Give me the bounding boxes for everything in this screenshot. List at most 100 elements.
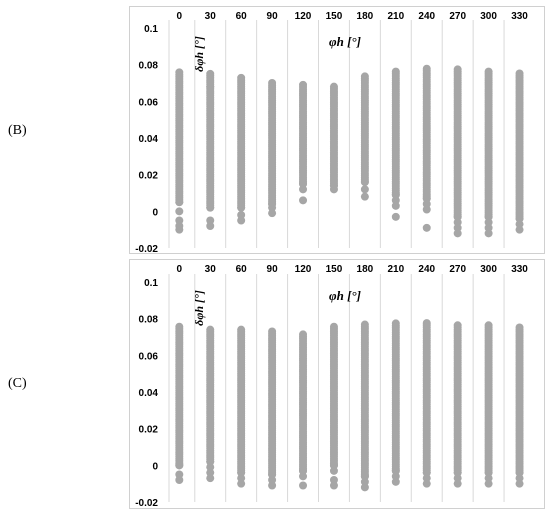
data-point — [299, 472, 308, 481]
data-point — [329, 181, 338, 190]
x-axis-label: φh [°] — [329, 34, 361, 49]
data-point — [515, 225, 524, 234]
data-point — [268, 327, 277, 336]
data-point — [268, 481, 277, 490]
data-point — [329, 476, 338, 484]
data-column — [299, 80, 308, 205]
data-point — [237, 325, 246, 334]
data-point — [515, 479, 524, 488]
data-column — [268, 79, 277, 218]
data-point — [329, 82, 338, 91]
x-axis-label: φh [°] — [329, 288, 361, 303]
data-point — [360, 72, 369, 81]
y-tick-label: 0.06 — [139, 97, 159, 108]
data-point — [422, 200, 431, 208]
data-point — [206, 474, 215, 483]
data-point — [484, 468, 493, 477]
data-point — [391, 212, 400, 221]
x-tick-label: 30 — [205, 11, 217, 22]
data-column — [299, 330, 308, 490]
data-point — [299, 466, 308, 475]
data-point — [206, 69, 215, 78]
data-point — [453, 468, 462, 477]
y-tick-label: -0.02 — [135, 498, 158, 509]
x-tick-label: 240 — [418, 11, 435, 22]
data-point — [422, 205, 431, 214]
data-point — [515, 220, 524, 229]
data-point — [175, 470, 184, 479]
x-tick-label: 270 — [449, 11, 466, 22]
data-point — [329, 481, 338, 490]
data-point — [453, 321, 462, 330]
x-tick-label: 60 — [236, 11, 248, 22]
data-point — [175, 207, 184, 216]
data-point — [206, 82, 215, 91]
data-point — [422, 319, 431, 328]
data-point — [391, 196, 400, 205]
data-point — [391, 477, 400, 486]
x-tick-label: 300 — [480, 264, 497, 275]
x-tick-label: 150 — [326, 264, 343, 275]
data-column — [484, 67, 493, 238]
x-tick-label: 270 — [449, 264, 466, 275]
data-point — [237, 73, 246, 82]
x-tick-label: 330 — [511, 11, 528, 22]
x-tick-label: 60 — [236, 264, 248, 275]
y-tick-label: 0.08 — [139, 315, 159, 326]
y-tick-label: 0.08 — [139, 61, 159, 72]
data-column — [237, 325, 246, 488]
data-point — [484, 229, 493, 238]
x-tick-labels: 0 30 60 90 120 150 180 210 240 270 300 330 — [177, 11, 529, 22]
x-tick-labels: 0 30 60 90 120 150 180 210 240 270 300 330 — [177, 264, 529, 275]
x-tick-label: 210 — [387, 264, 404, 275]
data-point — [422, 223, 431, 232]
data-column — [453, 321, 462, 488]
data-point — [299, 179, 308, 188]
data-point — [237, 479, 246, 488]
data-column — [391, 319, 400, 486]
data-point — [453, 218, 462, 227]
x-tick-label: 180 — [357, 11, 374, 22]
data-point — [329, 461, 338, 470]
y-tick-labels: 0.1 0.08 0.06 0.04 0.02 0 -0.02 — [135, 24, 158, 255]
x-tick-label: 120 — [295, 11, 312, 22]
data-point — [206, 216, 215, 225]
y-tick-label: 0.04 — [139, 134, 159, 145]
data-point — [422, 468, 431, 477]
data-point — [175, 198, 184, 207]
data-point — [391, 67, 400, 76]
y-tick-label: 0.04 — [139, 388, 159, 399]
data-column — [391, 67, 400, 221]
data-column — [515, 323, 524, 488]
data-point — [175, 222, 184, 230]
data-point — [237, 474, 246, 483]
data-point — [360, 178, 369, 186]
data-point — [453, 223, 462, 232]
data-point — [206, 325, 215, 334]
x-tick-label: 150 — [326, 11, 343, 22]
data-point — [360, 477, 369, 486]
data-point — [268, 470, 277, 479]
y-tick-label: 0 — [152, 207, 158, 218]
data-point — [268, 476, 277, 484]
data-point — [422, 64, 431, 73]
y-tick-label: 0.02 — [139, 171, 159, 182]
data-point — [360, 192, 369, 201]
data-point — [299, 185, 308, 194]
data-point — [360, 185, 369, 194]
gridlines — [168, 20, 505, 248]
data-point — [422, 479, 431, 488]
panel-label-c: (C) — [8, 376, 27, 391]
data-point — [237, 216, 246, 225]
x-tick-label: 0 — [177, 11, 183, 22]
data-point — [453, 229, 462, 238]
data-point — [484, 479, 493, 488]
data-point — [299, 80, 308, 89]
data-point — [237, 203, 246, 212]
data-point — [299, 481, 308, 490]
data-point — [206, 463, 215, 472]
data-column — [268, 327, 277, 490]
y-tick-label: 0 — [152, 461, 158, 472]
data-point — [484, 321, 493, 330]
data-point — [484, 212, 493, 221]
